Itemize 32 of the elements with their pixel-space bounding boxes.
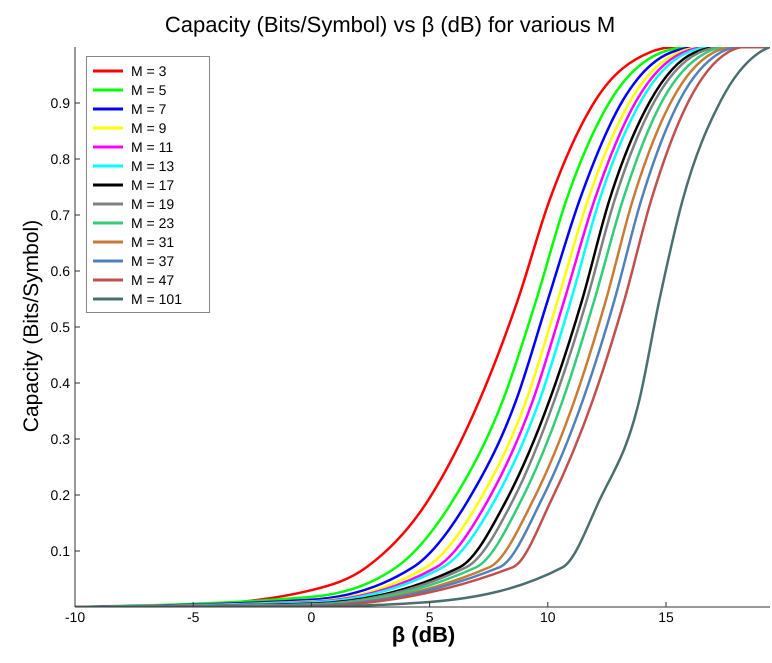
- y-tick-label: 0.7: [50, 206, 70, 223]
- legend-label: M = 5: [131, 82, 166, 98]
- x-tick-label: 5: [426, 608, 434, 625]
- y-tick-label: 0.1: [50, 542, 70, 559]
- y-tick-label: 0.4: [50, 374, 70, 391]
- x-tick-label: -10: [64, 608, 86, 625]
- y-tick-label: 0.9: [50, 94, 70, 111]
- y-tick-label: 0.2: [50, 486, 70, 503]
- x-axis-title: β (dB): [392, 622, 456, 647]
- y-tick-label: 0.3: [50, 430, 70, 447]
- legend-label: M = 3: [131, 62, 166, 78]
- y-axis-title: Capacity (Bits/Symbol): [20, 220, 44, 432]
- y-tick-label: 0.5: [50, 318, 70, 335]
- y-tick-label: 0.8: [50, 150, 70, 167]
- chart-title: Capacity (Bits/Symbol) vs β (dB) for various M: [164, 12, 616, 38]
- x-tick-label: 10: [540, 608, 556, 625]
- line-series: [75, 47, 770, 607]
- legend-label: M = 7: [131, 100, 166, 116]
- legend-label: M = 23: [131, 214, 174, 230]
- legend-label: M = 9: [131, 120, 166, 136]
- legend-label: M = 13: [131, 158, 174, 174]
- legend-label: M = 17: [131, 176, 174, 192]
- y-tick-label: 0.6: [50, 262, 70, 279]
- legend-label: M = 37: [131, 252, 174, 268]
- x-tick-label: 0: [307, 608, 316, 625]
- legend-label: M = 31: [131, 234, 174, 250]
- legend-label: M = 101: [131, 290, 182, 306]
- x-tick-label: -5: [186, 608, 200, 625]
- legend-label: M = 47: [131, 272, 174, 288]
- x-tick-label: 15: [658, 608, 674, 625]
- legend-label: M = 19: [131, 196, 174, 212]
- legend-label: M = 11: [131, 138, 174, 154]
